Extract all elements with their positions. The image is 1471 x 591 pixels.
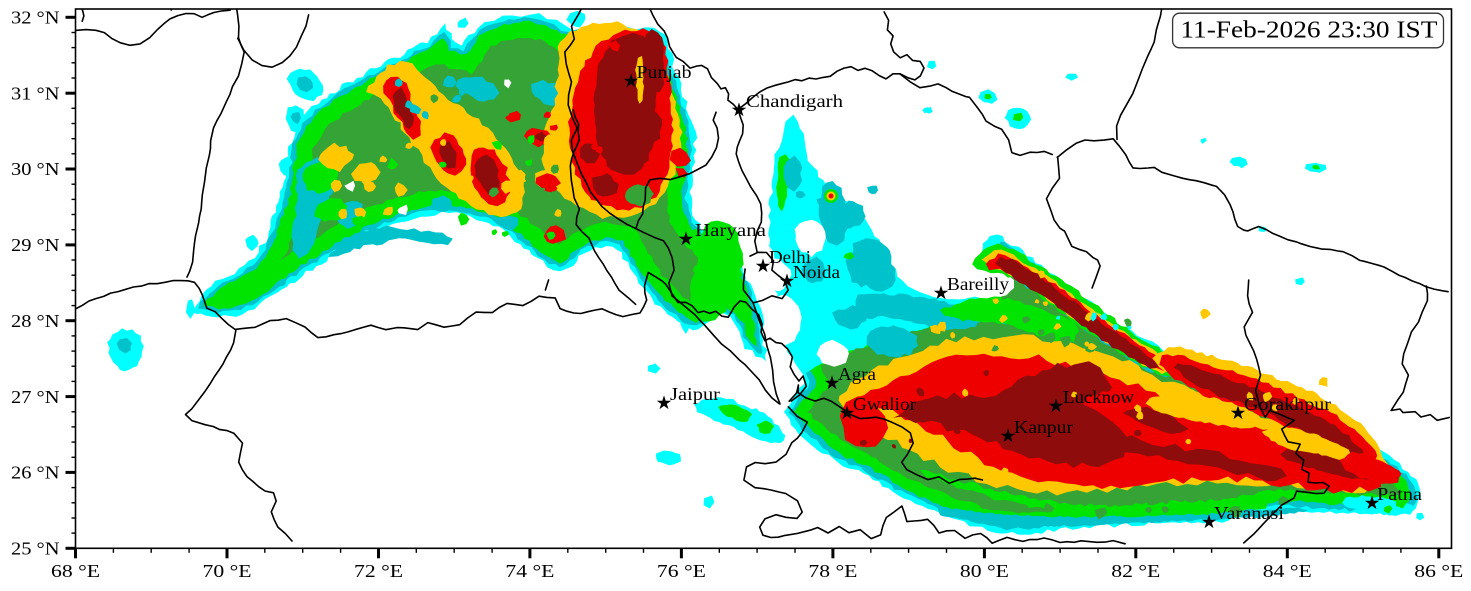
svg-text:26 °N: 26 °N xyxy=(11,463,60,483)
svg-text:29 °N: 29 °N xyxy=(11,235,60,255)
svg-text:Patna: Patna xyxy=(1377,484,1422,504)
svg-text:80 °E: 80 °E xyxy=(960,561,1009,581)
svg-text:Kanpur: Kanpur xyxy=(1014,417,1073,437)
svg-text:Bareilly: Bareilly xyxy=(947,274,1009,294)
svg-text:78 °E: 78 °E xyxy=(808,561,857,581)
svg-text:30 °N: 30 °N xyxy=(11,159,60,179)
svg-text:Jaipur: Jaipur xyxy=(670,384,720,404)
svg-text:86 °E: 86 °E xyxy=(1414,561,1463,581)
svg-text:32 °N: 32 °N xyxy=(11,8,60,28)
svg-text:84 °E: 84 °E xyxy=(1263,561,1312,581)
svg-text:28 °N: 28 °N xyxy=(11,311,60,331)
svg-text:Noida: Noida xyxy=(793,262,840,282)
svg-text:Punjab: Punjab xyxy=(637,62,692,82)
svg-text:11-Feb-2026 23:30 IST: 11-Feb-2026 23:30 IST xyxy=(1180,18,1437,44)
svg-text:76 °E: 76 °E xyxy=(657,561,706,581)
svg-text:68 °E: 68 °E xyxy=(51,561,100,581)
svg-text:27 °N: 27 °N xyxy=(11,387,60,407)
svg-text:Agra: Agra xyxy=(838,364,876,384)
svg-text:Delhi: Delhi xyxy=(769,247,811,267)
svg-text:25 °N: 25 °N xyxy=(11,539,60,559)
svg-text:Varanasi: Varanasi xyxy=(1214,503,1284,523)
svg-text:74 °E: 74 °E xyxy=(505,561,554,581)
svg-text:Chandigarh: Chandigarh xyxy=(746,91,843,111)
svg-text:Gwalior: Gwalior xyxy=(853,394,916,414)
svg-text:31 °N: 31 °N xyxy=(11,83,60,103)
svg-text:Gorakhpur: Gorakhpur xyxy=(1244,394,1331,414)
svg-text:70 °E: 70 °E xyxy=(203,561,252,581)
svg-text:Haryana: Haryana xyxy=(695,220,766,240)
svg-text:72 °E: 72 °E xyxy=(354,561,403,581)
svg-text:Lucknow: Lucknow xyxy=(1063,387,1134,407)
svg-text:82 °E: 82 °E xyxy=(1111,561,1160,581)
